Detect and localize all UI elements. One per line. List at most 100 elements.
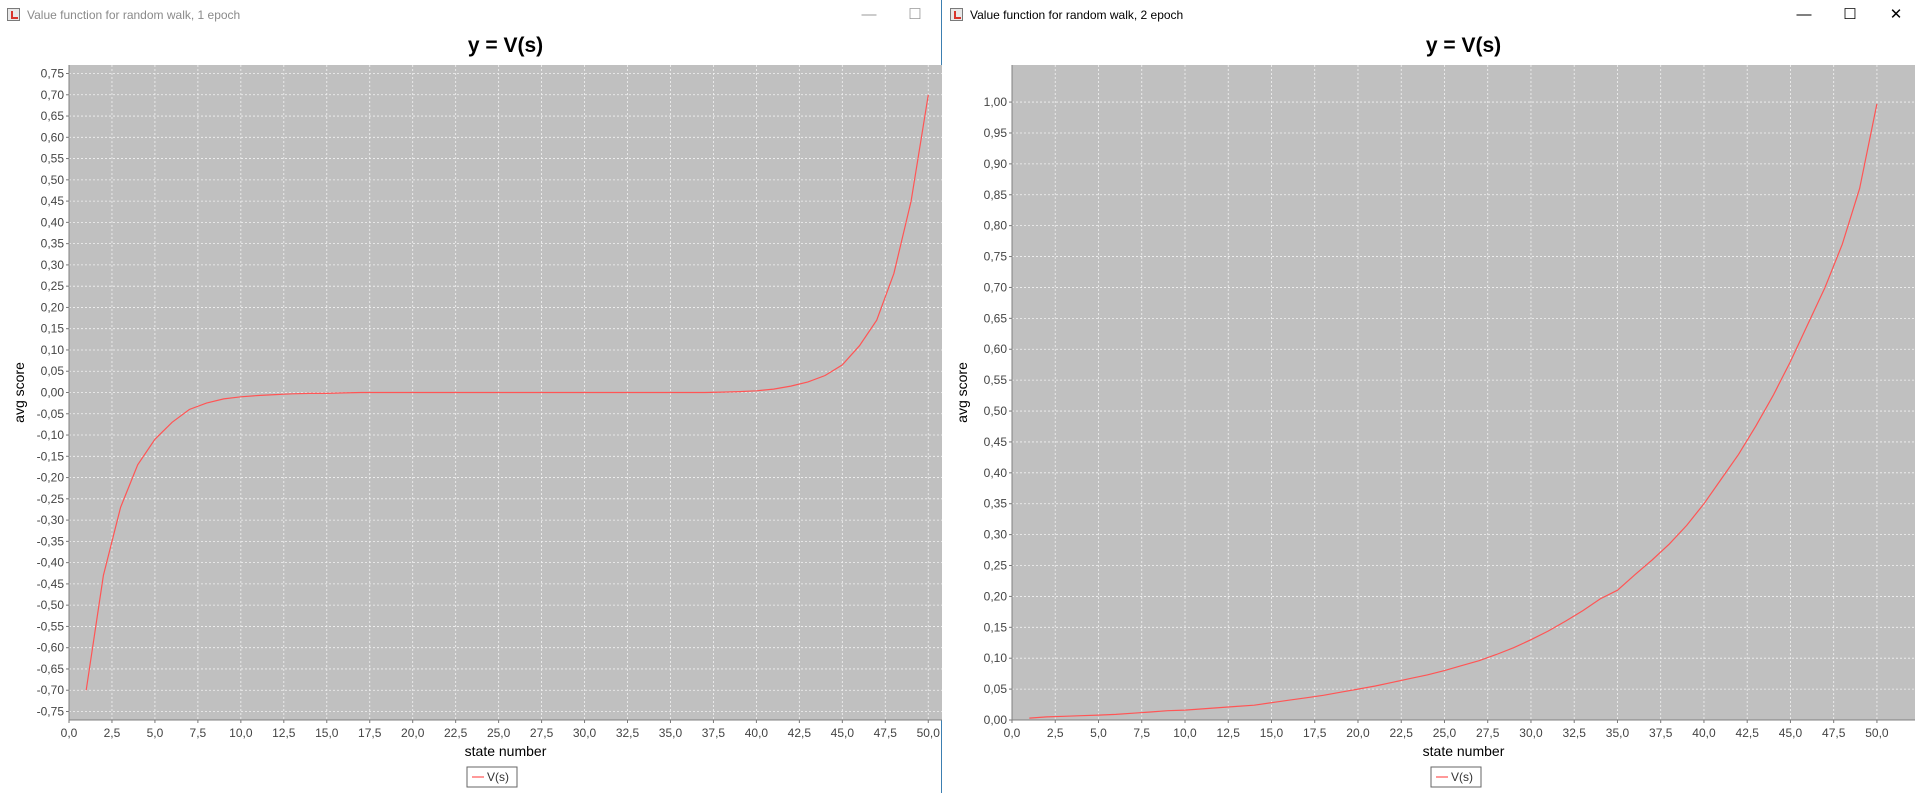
y-tick-label: 0,40 — [41, 215, 65, 229]
x-tick-label: 47,5 — [1822, 726, 1846, 740]
y-tick-label: 0,95 — [984, 126, 1008, 140]
x-tick-label: 15,0 — [1260, 726, 1284, 740]
legend-box — [466, 766, 518, 788]
x-axis-label: state number — [465, 743, 547, 759]
y-tick-label: -0,10 — [37, 428, 65, 442]
java-app-icon — [950, 8, 963, 21]
close-button[interactable]: ✕ — [1889, 6, 1903, 23]
grid-lines — [68, 65, 942, 720]
y-tick-label: -0,30 — [37, 513, 65, 527]
x-tick-label: 32,5 — [616, 726, 640, 740]
x-tick-label: 30,0 — [1519, 726, 1543, 740]
x-tick-label: 37,5 — [1649, 726, 1673, 740]
x-tick-label: 12,5 — [1217, 726, 1241, 740]
y-tick-label: 0,05 — [41, 364, 65, 378]
legend-label: V(s) — [1451, 770, 1473, 784]
y-tick-label: 0,70 — [41, 88, 65, 102]
series-line-v-s — [85, 94, 929, 691]
chart-title: y = V(s) — [468, 34, 543, 57]
y-tick-label: 0,05 — [984, 682, 1008, 696]
x-tick-label: 10,0 — [1173, 726, 1197, 740]
y-tick-label: -0,70 — [37, 683, 65, 697]
chart-epoch-2: y = V(s) 0,0 2,5 5,0 7,5 10,0 12,5 15,0 17,5 20,0… — [954, 34, 1915, 788]
y-tick-label: 0,75 — [984, 250, 1008, 264]
y-tick-label: -0,50 — [37, 598, 65, 612]
chart-window-epoch-2[interactable]: Value function for random walk, 2 epoch … — [943, 0, 1920, 793]
y-tick-label: 0,20 — [41, 300, 65, 314]
y-tick-label: 0,70 — [984, 280, 1008, 294]
y-tick-label: -0,65 — [37, 662, 65, 676]
series-line-v-s — [1029, 103, 1878, 719]
chart-window-epoch-1[interactable]: Value function for random walk, 1 epoch … — [0, 0, 942, 793]
y-tick-label: -0,55 — [37, 619, 65, 633]
plot-area — [1012, 65, 1915, 720]
maximize-button[interactable]: ☐ — [1843, 6, 1857, 23]
y-tick-label: 0,35 — [41, 237, 65, 251]
x-tick-label: 0,0 — [1004, 726, 1021, 740]
x-tick-label: 7,5 — [1133, 726, 1150, 740]
maximize-button[interactable]: ☐ — [908, 6, 922, 23]
java-app-icon — [7, 8, 20, 21]
x-tick-label: 27,5 — [1476, 726, 1500, 740]
x-tick-label: 25,0 — [1433, 726, 1457, 740]
x-tick-label: 42,5 — [1736, 726, 1760, 740]
chart-title: y = V(s) — [1426, 34, 1501, 57]
y-tick-label: 0,55 — [984, 373, 1008, 387]
x-tick-label: 50,0 — [917, 726, 941, 740]
y-tick-label: 0,75 — [41, 67, 65, 81]
tick-labels: 0,0 2,5 5,0 7,5 10,0 12,5 15,0 17,5 20,0 22,5 25,0… — [37, 67, 941, 740]
y-tick-label: 0,00 — [984, 713, 1008, 727]
x-tick-label: 2,5 — [1047, 726, 1064, 740]
x-tick-label: 5,0 — [1090, 726, 1107, 740]
x-tick-label: 20,0 — [401, 726, 425, 740]
minimize-button[interactable]: — — [861, 6, 877, 23]
x-tick-label: 47,5 — [874, 726, 898, 740]
window-title: Value function for random walk, 1 epoch — [27, 8, 241, 22]
title-bar[interactable]: Value function for random walk, 1 epoch … — [0, 0, 941, 30]
y-tick-label: -0,40 — [37, 556, 65, 570]
x-tick-label: 20,0 — [1346, 726, 1370, 740]
y-tick-label: 0,35 — [984, 497, 1008, 511]
y-tick-label: -0,20 — [37, 471, 65, 485]
y-tick-label: 0,60 — [41, 130, 65, 144]
x-tick-label: 37,5 — [702, 726, 726, 740]
y-tick-label: -0,15 — [37, 449, 65, 463]
grid-lines — [1011, 65, 1915, 721]
y-tick-label: -0,35 — [37, 534, 65, 548]
x-tick-label: 27,5 — [530, 726, 554, 740]
title-bar[interactable]: Value function for random walk, 2 epoch … — [943, 0, 1920, 30]
y-tick-label: 0,50 — [984, 404, 1008, 418]
x-tick-label: 5,0 — [147, 726, 164, 740]
x-tick-label: 7,5 — [190, 726, 207, 740]
y-tick-label: 0,55 — [41, 152, 65, 166]
y-tick-label: -0,25 — [37, 492, 65, 506]
chart-epoch-1: y = V(s) 0,0 2,5 5,0 7,5 10,0 12,5 15,0 17,5 20,0… — [11, 34, 942, 788]
y-tick-label: 0,00 — [41, 386, 65, 400]
y-tick-label: 0,45 — [984, 435, 1008, 449]
y-tick-label: 0,25 — [984, 559, 1008, 573]
y-tick-label: 0,90 — [984, 157, 1008, 171]
x-tick-label: 45,0 — [1779, 726, 1803, 740]
y-tick-label: 0,80 — [984, 219, 1008, 233]
y-tick-label: -0,60 — [37, 641, 65, 655]
x-tick-label: 50,0 — [1865, 726, 1889, 740]
x-tick-label: 25,0 — [487, 726, 511, 740]
x-tick-label: 0,0 — [61, 726, 78, 740]
minimize-button[interactable]: — — [1796, 6, 1812, 23]
y-tick-label: 0,85 — [984, 188, 1008, 202]
window-title: Value function for random walk, 2 epoch — [970, 8, 1184, 22]
y-tick-label: 0,65 — [41, 109, 65, 123]
y-axis-label: avg score — [11, 362, 27, 423]
y-tick-label: -0,45 — [37, 577, 65, 591]
x-tick-label: 35,0 — [659, 726, 683, 740]
y-tick-label: 0,20 — [984, 589, 1008, 603]
y-axis-label: avg score — [954, 362, 970, 423]
x-tick-label: 15,0 — [315, 726, 339, 740]
y-tick-label: 1,00 — [984, 95, 1008, 109]
y-tick-label: 0,45 — [41, 194, 65, 208]
legend-box — [1430, 766, 1482, 788]
y-tick-label: 0,65 — [984, 311, 1008, 325]
y-tick-label: 0,25 — [41, 279, 65, 293]
x-tick-label: 17,5 — [358, 726, 382, 740]
y-tick-label: 0,40 — [984, 466, 1008, 480]
